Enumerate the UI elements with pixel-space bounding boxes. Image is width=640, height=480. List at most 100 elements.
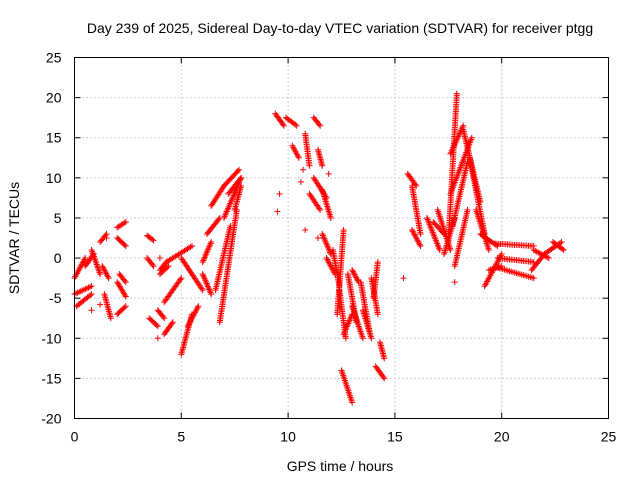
- data-point: [160, 313, 167, 320]
- plot-frame: [74, 57, 609, 419]
- data-point: [306, 162, 313, 169]
- y-tick-label: -15: [41, 370, 61, 386]
- data-point: [122, 303, 129, 310]
- data-point: [545, 255, 552, 262]
- data-point: [498, 251, 505, 258]
- data-point: [122, 279, 129, 286]
- data-point: [451, 279, 458, 286]
- data-point: [374, 311, 381, 318]
- y-tick-label: -20: [41, 411, 61, 427]
- data-point: [154, 335, 161, 342]
- data-point: [161, 315, 168, 322]
- data-point: [493, 242, 500, 249]
- data-point: [102, 232, 109, 239]
- data-point: [97, 301, 104, 308]
- data-point: [464, 206, 471, 213]
- data-point: [237, 176, 244, 183]
- x-tick-label: 25: [601, 429, 617, 445]
- data-point: [342, 335, 349, 342]
- data-point: [349, 399, 356, 406]
- data-point: [316, 121, 323, 128]
- data-point: [295, 154, 302, 161]
- data-series: [71, 90, 567, 406]
- x-tick-label: 0: [71, 429, 79, 445]
- data-point: [88, 283, 95, 290]
- data-point: [154, 323, 161, 330]
- data-point: [374, 259, 381, 266]
- data-point: [195, 303, 202, 310]
- data-point: [121, 219, 128, 226]
- data-point: [199, 287, 206, 294]
- x-tick-label: 10: [280, 429, 296, 445]
- data-point: [340, 226, 347, 233]
- data-point: [238, 174, 245, 181]
- data-point: [121, 304, 128, 311]
- axis-ticks: [74, 57, 609, 419]
- data-point: [122, 293, 129, 300]
- data-point: [558, 239, 565, 246]
- data-point: [317, 122, 324, 129]
- y-axis-label: SDTVAR / TECUs: [6, 182, 22, 294]
- data-point: [121, 241, 128, 248]
- y-tick-label: 5: [54, 210, 62, 226]
- data-point: [544, 254, 551, 261]
- data-point: [198, 285, 205, 292]
- data-point: [122, 243, 129, 250]
- y-tick-label: -10: [41, 330, 61, 346]
- y-tick-label: 25: [46, 50, 62, 66]
- data-point: [227, 222, 234, 229]
- data-point: [168, 320, 175, 327]
- data-point: [381, 355, 388, 362]
- data-point: [412, 181, 419, 188]
- y-tick-label: 20: [46, 90, 62, 106]
- data-point: [165, 263, 172, 270]
- data-point: [359, 335, 366, 342]
- y-tick-label: -5: [49, 290, 62, 306]
- data-point: [279, 121, 286, 128]
- data-point: [292, 121, 299, 128]
- data-point: [317, 206, 324, 213]
- data-point: [316, 205, 323, 212]
- data-point: [208, 239, 215, 246]
- data-point: [188, 243, 195, 250]
- data-point: [150, 263, 157, 270]
- data-point: [274, 208, 281, 215]
- x-tick-label: 20: [494, 429, 510, 445]
- data-point: [103, 235, 110, 241]
- data-point: [302, 226, 309, 233]
- data-point: [87, 292, 94, 299]
- data-point: [280, 122, 287, 129]
- y-tick-label: 10: [46, 170, 62, 186]
- data-point: [149, 261, 156, 268]
- data-point: [208, 291, 215, 298]
- data-point: [215, 216, 222, 223]
- data-point: [560, 247, 567, 254]
- data-point: [122, 218, 129, 225]
- x-axis-label: GPS time / hours: [287, 458, 394, 474]
- chart-title: Day 239 of 2025, Sidereal Day-to-day VTE…: [87, 20, 593, 36]
- x-tick-label: 5: [177, 429, 185, 445]
- data-point: [485, 247, 492, 254]
- data-point: [150, 237, 157, 244]
- data-point: [327, 214, 334, 221]
- data-point: [325, 170, 332, 177]
- data-point: [153, 322, 160, 329]
- data-point: [530, 275, 537, 282]
- data-point: [400, 275, 407, 282]
- data-point: [417, 230, 424, 237]
- data-point: [276, 190, 283, 197]
- data-point: [156, 255, 163, 262]
- data-point: [297, 178, 304, 185]
- data-point: [82, 255, 89, 262]
- data-point: [164, 264, 171, 271]
- data-point: [238, 182, 245, 189]
- data-point: [235, 166, 242, 173]
- data-point: [559, 246, 566, 253]
- data-point: [417, 243, 424, 250]
- data-point: [234, 168, 241, 175]
- grid: [74, 57, 609, 419]
- data-point: [436, 247, 443, 254]
- data-point: [300, 166, 307, 173]
- data-point: [453, 90, 460, 97]
